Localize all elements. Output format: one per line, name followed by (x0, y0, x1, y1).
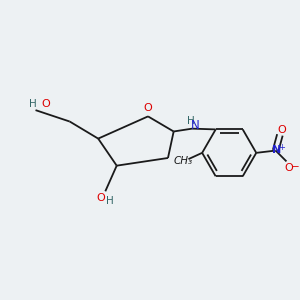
Text: O: O (278, 125, 286, 135)
Text: N: N (272, 145, 282, 155)
Text: H: H (106, 196, 113, 206)
Text: N: N (191, 119, 200, 132)
Text: O: O (284, 163, 293, 173)
Text: CH₃: CH₃ (173, 156, 192, 167)
Text: H: H (29, 99, 37, 110)
Text: −: − (291, 162, 299, 172)
Text: H: H (187, 116, 195, 126)
Text: O: O (42, 99, 50, 110)
Text: O: O (144, 103, 152, 113)
Text: +: + (278, 143, 285, 152)
Text: O: O (97, 194, 105, 203)
